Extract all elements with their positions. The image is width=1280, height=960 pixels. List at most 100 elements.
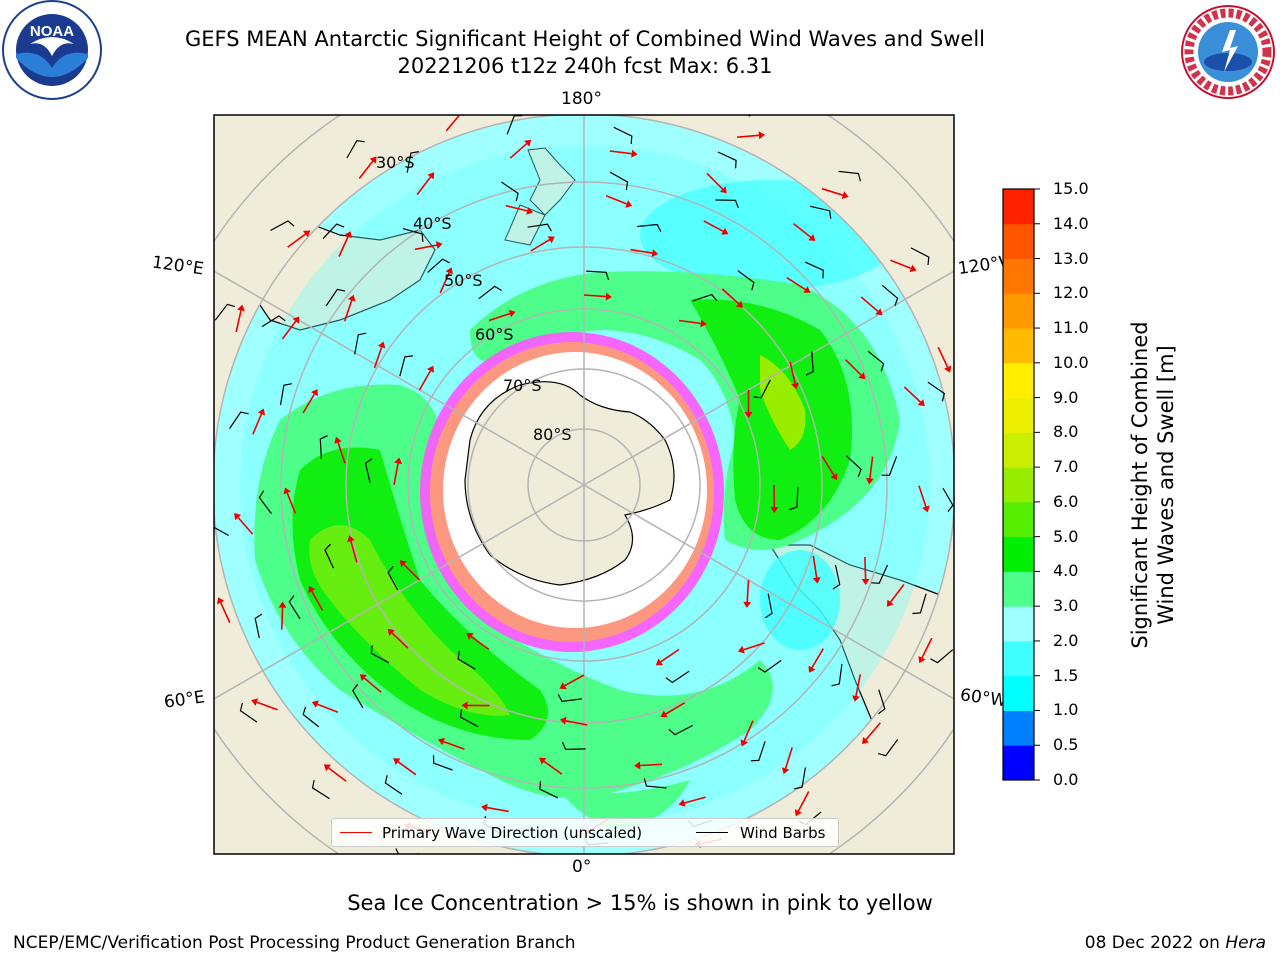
wave-arrow-head (917, 399, 925, 407)
wave-arrow-head (508, 309, 516, 318)
wave-direction-arrow (812, 555, 818, 578)
wind-barb (527, 223, 552, 232)
wave-arrow-head (251, 698, 259, 706)
colorbar-tick-label: 6.0 (1053, 491, 1079, 511)
wave-arrow-head (922, 505, 930, 513)
wave-arrow-head (369, 156, 377, 164)
wave-direction-arrow (252, 413, 263, 435)
wave-direction-arrow (797, 791, 810, 812)
colorbar-tick-label: 1.5 (1053, 665, 1079, 685)
wind-barb (942, 487, 954, 512)
wind-barb (478, 285, 502, 300)
colorbar-segment (1003, 328, 1034, 364)
wave-direction-arrow (391, 632, 409, 649)
wave-direction-arrow (889, 584, 905, 603)
wind-barb (261, 315, 286, 328)
wave-arrow-head (803, 286, 811, 293)
map-frame (213, 114, 955, 855)
wind-barb (440, 98, 464, 108)
wind-barb (399, 355, 413, 377)
colorbar-segment (1003, 710, 1034, 746)
wave-arrow-head (387, 628, 395, 636)
wave-direction-arrow (373, 346, 383, 369)
wave-arrow-head (909, 264, 917, 273)
lat-label-60s: 60°S (475, 325, 514, 344)
wave-arrow-head (808, 665, 816, 673)
wave-direction-arrow (286, 492, 297, 514)
wave-direction-arrow (583, 294, 606, 298)
colorbar-tick-label: 13.0 (1053, 248, 1089, 268)
wind-barb (539, 781, 559, 799)
wave-direction-arrow (864, 556, 867, 580)
wind-barb (322, 223, 345, 240)
wave-arrow-head (559, 716, 567, 725)
wave-direction-arrow (403, 563, 421, 581)
wind-barb (364, 458, 373, 483)
wave-direction-arrow (789, 361, 796, 384)
wind-barb (258, 490, 272, 514)
wave-direction-arrow (903, 386, 921, 403)
wave-direction-arrow (343, 300, 353, 322)
wind-barb (203, 606, 210, 630)
wind-barb (402, 228, 424, 243)
wave-direction-arrow (530, 239, 551, 252)
wave-direction-arrow (890, 259, 912, 270)
wave-direction-arrow (470, 635, 490, 651)
wind-barb (561, 741, 586, 751)
colorbar-label: Significant Height of Combined Wind Wave… (1128, 321, 1178, 649)
wind-barb (845, 455, 862, 478)
colorbar-segment (1003, 571, 1034, 607)
footer-branch: NCEP/EMC/Verification Post Processing Pr… (13, 933, 576, 953)
wind-barb (459, 709, 479, 728)
colorbar-tick-label: 2.0 (1053, 630, 1079, 650)
wave-direction-arrow (821, 187, 844, 196)
lat-label-70s: 70°S (503, 376, 542, 395)
wave-direction-arrow (937, 346, 949, 368)
wave-direction-arrow (786, 277, 806, 291)
wave-arrow-head (438, 737, 445, 746)
wave-arrow-head (427, 172, 435, 180)
wave-direction-arrow (393, 463, 399, 486)
wave-arrow-head (435, 241, 443, 249)
wave-direction-arrow (416, 176, 432, 195)
colorbar-tick-label: 12.0 (1053, 283, 1089, 303)
wave-direction-arrow (743, 720, 754, 742)
wave-arrow-head (303, 230, 311, 238)
colorbar (1003, 188, 1040, 781)
wind-barb (586, 270, 610, 281)
wind-barb (609, 171, 629, 190)
wave-arrow-head (808, 234, 816, 241)
wave-direction-arrow (281, 607, 284, 630)
wind-barb (370, 645, 390, 664)
wave-arrow-head (359, 674, 367, 682)
wave-direction-arrow (281, 320, 297, 340)
wind-vectors (203, 98, 954, 854)
colorbar-tick-label: 3.0 (1053, 596, 1079, 616)
wind-barb (881, 284, 899, 306)
chart-subtitle: 20221206 t12z 240h fcst Max: 6.31 (397, 54, 773, 78)
wave-direction-arrow (565, 720, 588, 726)
wave-arrow-head (283, 487, 291, 495)
wind-barb (325, 288, 346, 307)
wind-barb (750, 741, 766, 762)
wave-direction-arrow (350, 540, 358, 563)
footer-date: 08 Dec 2022 on Hera (1084, 933, 1266, 953)
wind-barb (324, 543, 335, 569)
wave-direction-arrow (397, 761, 417, 776)
wind-barb (279, 383, 292, 406)
wave-arrow-head (466, 633, 474, 640)
wave-arrow-head (791, 382, 799, 390)
wave-direction-arrow (746, 579, 750, 603)
wave-direction-arrow (793, 222, 812, 238)
wave-arrow-head (399, 560, 407, 568)
wave-arrow-head (886, 599, 894, 607)
wave-direction-arrow (784, 747, 793, 769)
wave-arrow-head (918, 656, 926, 664)
wave-arrow-head (858, 372, 866, 380)
wave-direction-arrow (509, 143, 528, 159)
wave-arrow-head (737, 645, 745, 654)
wave-arrow-head (377, 341, 386, 349)
wave-direction-arrow (706, 172, 724, 190)
wave-arrow-head (852, 695, 860, 702)
wave-arrow-head (427, 365, 434, 373)
